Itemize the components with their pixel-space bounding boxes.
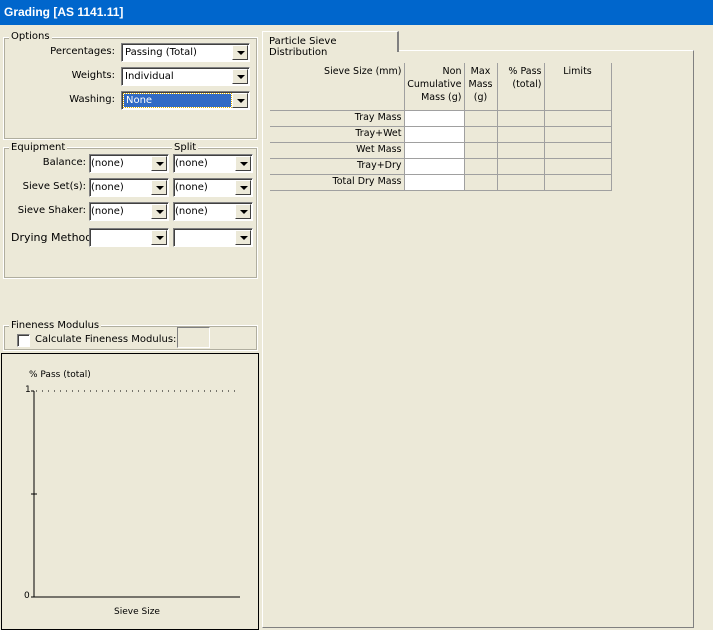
table-cell [543,173,612,191]
fineness-group [3,325,258,351]
sieve-shaker-split-dropdown[interactable]: (none) [173,202,253,221]
table-cell [496,109,545,127]
header-limits: Limits [544,63,612,110]
chevron-down-icon[interactable] [235,180,251,195]
balance-split-value: (none) [175,158,208,169]
drying-method-split-dropdown[interactable] [173,228,253,247]
table-cell[interactable] [403,125,465,143]
chevron-down-icon[interactable] [235,204,251,219]
sieve-sets-label: Sieve Set(s): [22,181,86,192]
table-row: Tray Mass [270,109,612,127]
table-cell [543,109,612,127]
sieve-table: Sieve Size (mm) Non Cumulative Mass (g) … [270,63,612,191]
table-cell [463,173,498,191]
table-cell[interactable] [403,141,465,159]
sieve-sets-value: (none) [91,182,124,193]
sieve-shaker-split-value: (none) [175,206,208,217]
table-cell [463,125,498,143]
chevron-down-icon[interactable] [232,93,248,108]
table-cell[interactable] [403,109,465,127]
percentages-dropdown[interactable]: Passing (Total) [121,43,250,62]
split-legend: Split [172,142,199,153]
table-cell[interactable] [403,173,465,191]
chart-ytick-0: 0 [24,591,30,601]
table-cell [496,157,545,175]
equipment-legend: Equipment [9,142,68,153]
sieve-sets-dropdown[interactable]: (none) [89,178,169,197]
chevron-down-icon[interactable] [151,180,167,195]
table-cell [463,157,498,175]
chart-svg [31,390,240,598]
row-label: Total Dry Mass [270,173,405,191]
equipment-group [3,147,258,279]
table-row: Tray+Wet [270,125,612,143]
options-group [3,37,258,140]
balance-split-dropdown[interactable]: (none) [173,154,253,173]
table-cell [543,125,612,143]
header-max-mass: Max Mass (g) [464,63,498,110]
window-title: Grading [AS 1141.11] [0,0,713,25]
balance-label: Balance: [42,157,86,168]
sieve-sets-split-value: (none) [175,182,208,193]
drying-method-label: Drying Method: [11,231,96,244]
drying-method-dropdown[interactable] [89,228,169,247]
row-label: Tray+Wet [270,125,405,143]
sieve-shaker-value: (none) [91,206,124,217]
table-cell [496,125,545,143]
row-label: Tray+Dry [270,157,405,175]
table-cell [496,173,545,191]
chart-x-label: Sieve Size [114,607,160,617]
table-row: Tray+Dry [270,157,612,175]
sieve-sets-split-dropdown[interactable]: (none) [173,178,253,197]
calculate-fineness-checkbox[interactable] [17,334,30,347]
chevron-down-icon[interactable] [235,230,251,245]
balance-value: (none) [91,158,124,169]
weights-dropdown[interactable]: Individual [121,67,250,86]
table-cell [463,109,498,127]
percentages-value: Passing (Total) [125,47,197,58]
chart-ytick-1: 1 [25,385,31,395]
table-cell[interactable] [403,157,465,175]
percentages-label: Percentages: [50,46,115,57]
table-row: Wet Mass [270,141,612,159]
row-label: Tray Mass [270,109,405,127]
chevron-down-icon[interactable] [151,156,167,171]
grading-chart: % Pass (total) 1 0 Sieve Size [1,353,259,630]
chevron-down-icon[interactable] [235,156,251,171]
fineness-legend: Fineness Modulus [9,320,102,331]
tab-panel [262,50,694,628]
washing-dropdown[interactable]: None [121,91,250,110]
sieve-shaker-label: Sieve Shaker: [17,205,86,216]
table-cell [463,141,498,159]
options-legend: Options [9,31,52,42]
header-non-cumulative-mass: Non Cumulative Mass (g) [404,63,465,110]
row-label: Wet Mass [270,141,405,159]
header-pass-total: % Pass (total) [497,63,545,110]
chevron-down-icon[interactable] [151,204,167,219]
table-cell [543,157,612,175]
tab-particle-sieve-distribution[interactable]: Particle Sieve Distribution [262,31,399,58]
balance-dropdown[interactable]: (none) [89,154,169,173]
weights-value: Individual [125,71,174,82]
table-row: Total Dry Mass [270,173,612,191]
header-sieve-size: Sieve Size (mm) [270,63,405,110]
chevron-down-icon[interactable] [151,230,167,245]
weights-label: Weights: [71,70,115,81]
chevron-down-icon[interactable] [232,69,248,84]
washing-value: None [123,93,232,108]
table-cell [496,141,545,159]
fineness-modulus-field[interactable] [177,327,210,348]
chevron-down-icon[interactable] [232,45,248,60]
sieve-shaker-dropdown[interactable]: (none) [89,202,169,221]
calculate-fineness-label: Calculate Fineness Modulus: [35,334,177,345]
table-cell [543,141,612,159]
chart-y-label: % Pass (total) [29,370,91,380]
washing-label: Washing: [69,94,115,105]
